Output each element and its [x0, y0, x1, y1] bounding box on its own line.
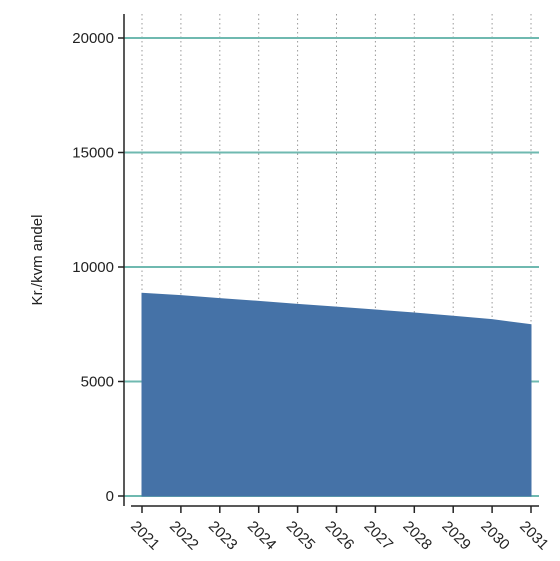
x-tick-label-2024: 2024 [244, 518, 280, 554]
y-tick-label-10000: 10000 [72, 259, 114, 276]
y-tick-label-5000: 5000 [81, 374, 114, 391]
series-area-group [141, 292, 532, 497]
x-tick-label-2026: 2026 [322, 518, 358, 554]
y-axis-title: Kr./kvm andel [29, 215, 46, 306]
x-tick-label-2022: 2022 [166, 518, 202, 554]
series-area [141, 292, 532, 497]
x-tick-label-2023: 2023 [205, 518, 241, 554]
x-tick-label-2025: 2025 [283, 518, 319, 554]
x-tick-label-2030: 2030 [477, 518, 513, 554]
x-tick-label-2029: 2029 [438, 518, 474, 554]
x-tick-label-2027: 2027 [361, 518, 397, 554]
x-tick-label-2031: 2031 [516, 518, 552, 554]
axes [118, 14, 539, 513]
y-tick-label-0: 0 [106, 488, 114, 505]
y-tick-label-20000: 20000 [72, 30, 114, 47]
x-tick-label-2021: 2021 [127, 518, 163, 554]
y-tick-label-15000: 15000 [72, 145, 114, 162]
x-tick-label-2028: 2028 [399, 518, 435, 554]
